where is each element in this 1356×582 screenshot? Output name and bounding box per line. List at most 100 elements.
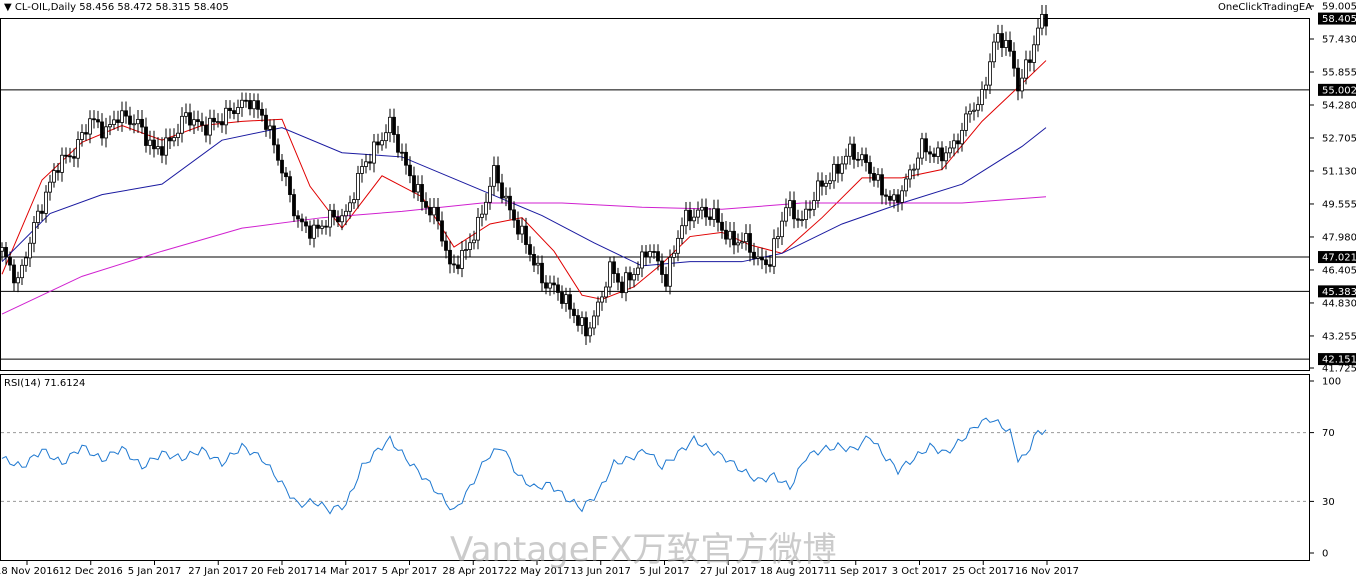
candle-body <box>280 159 284 174</box>
time-tick-label: 16 Nov 2017 <box>1015 566 1079 577</box>
candle-body <box>308 225 312 239</box>
candle-body <box>40 210 44 214</box>
candle-body <box>596 301 600 317</box>
candle-body <box>540 262 544 284</box>
candle-body <box>584 317 588 337</box>
candle-body <box>572 308 576 316</box>
candle-body <box>268 125 272 130</box>
ma-line-fast <box>1 60 1047 300</box>
candle-body <box>1044 13 1048 27</box>
candle-body <box>904 178 908 192</box>
candle-body <box>672 252 676 258</box>
candle-body <box>812 200 816 210</box>
candle-body <box>248 100 252 110</box>
candle-body <box>300 218 304 223</box>
candle-body <box>756 256 760 259</box>
time-tick-label: 28 Apr 2017 <box>442 566 504 577</box>
time-tick-label: 27 Jul 2017 <box>700 566 757 577</box>
candle-body <box>168 137 172 142</box>
candle-body <box>632 274 636 281</box>
candle-body <box>496 165 500 184</box>
candle-body <box>412 175 416 193</box>
watermark: VantageFX万致官方微博 <box>450 530 837 570</box>
candle-body <box>476 216 480 241</box>
candle-body <box>504 195 508 199</box>
time-tick-label: 3 Oct 2017 <box>892 566 947 577</box>
candle-body <box>952 140 956 149</box>
candle-body <box>364 161 368 167</box>
candle-body <box>644 251 648 258</box>
candle-body <box>688 209 692 222</box>
candle-body <box>700 206 704 211</box>
candle-body <box>604 286 608 298</box>
candle-body <box>836 163 840 174</box>
candle-body <box>468 242 472 250</box>
candle-body <box>924 138 928 153</box>
candle-body <box>880 174 884 196</box>
candle-body <box>1020 77 1024 92</box>
candle-body <box>356 173 360 200</box>
candle-body <box>920 138 924 159</box>
candle-body <box>788 200 792 209</box>
ma-line-slow <box>1 196 1047 315</box>
candle-body <box>944 152 948 162</box>
time-tick-label: 5 Apr 2017 <box>382 566 437 577</box>
candle-body <box>564 294 568 304</box>
candle-body <box>660 260 664 275</box>
price-tick-label: 47.980 <box>1322 232 1356 243</box>
candle-body <box>244 99 248 102</box>
candle-body <box>668 256 672 287</box>
candle-body <box>624 272 628 294</box>
candle-body <box>704 206 708 218</box>
candle-body <box>80 132 84 140</box>
candle-body <box>900 190 904 203</box>
candle-body <box>64 154 68 157</box>
candle-body <box>996 33 1000 43</box>
last-price-tag-bg <box>1318 12 1356 25</box>
candle-body <box>452 263 456 266</box>
collapse-arrow-icon[interactable]: ▼ <box>4 2 12 13</box>
candle-body <box>292 194 296 217</box>
candle-body <box>4 247 8 258</box>
candle-body <box>112 119 116 125</box>
candle-body <box>744 233 748 243</box>
rsi-tick-label: 0 <box>1322 549 1328 560</box>
price-tags: 55.002 47.021 45.383 42.151 58.405 <box>1318 12 1356 366</box>
candle-body <box>212 117 216 123</box>
candle-body <box>456 264 460 269</box>
candle-body <box>680 225 684 239</box>
candle-body <box>204 124 208 136</box>
candle-body <box>448 249 452 265</box>
candle-body <box>8 256 12 266</box>
candle-body <box>368 161 372 164</box>
candle-body <box>500 182 504 199</box>
candle-body <box>284 172 288 178</box>
candle-body <box>840 163 844 174</box>
candle-body <box>400 151 404 154</box>
candle-body <box>864 154 868 163</box>
candle-body <box>96 119 100 123</box>
candle-body <box>848 143 852 157</box>
candle-body <box>804 208 808 220</box>
candle-body <box>912 168 916 171</box>
candle-body <box>940 147 944 162</box>
candle-body <box>384 132 388 142</box>
candle-body <box>728 230 732 240</box>
candle-body <box>404 151 408 166</box>
candle-body <box>752 251 756 259</box>
time-tick-label: 18 Aug 2017 <box>760 566 824 577</box>
rsi-tick-label: 70 <box>1322 428 1335 439</box>
candle-body <box>120 110 124 123</box>
ma-line-mid <box>1 127 1047 267</box>
candle-body <box>336 216 340 223</box>
candle-body <box>616 273 620 283</box>
time-tick-label: 11 Sep 2017 <box>824 566 887 577</box>
candle-body <box>196 119 200 123</box>
candle-body <box>868 162 872 174</box>
candle-body <box>0 247 4 252</box>
candle-body <box>808 208 812 211</box>
candle-body <box>152 139 156 150</box>
candle-body <box>740 241 744 244</box>
price-tick-label: 49.555 <box>1322 199 1356 210</box>
